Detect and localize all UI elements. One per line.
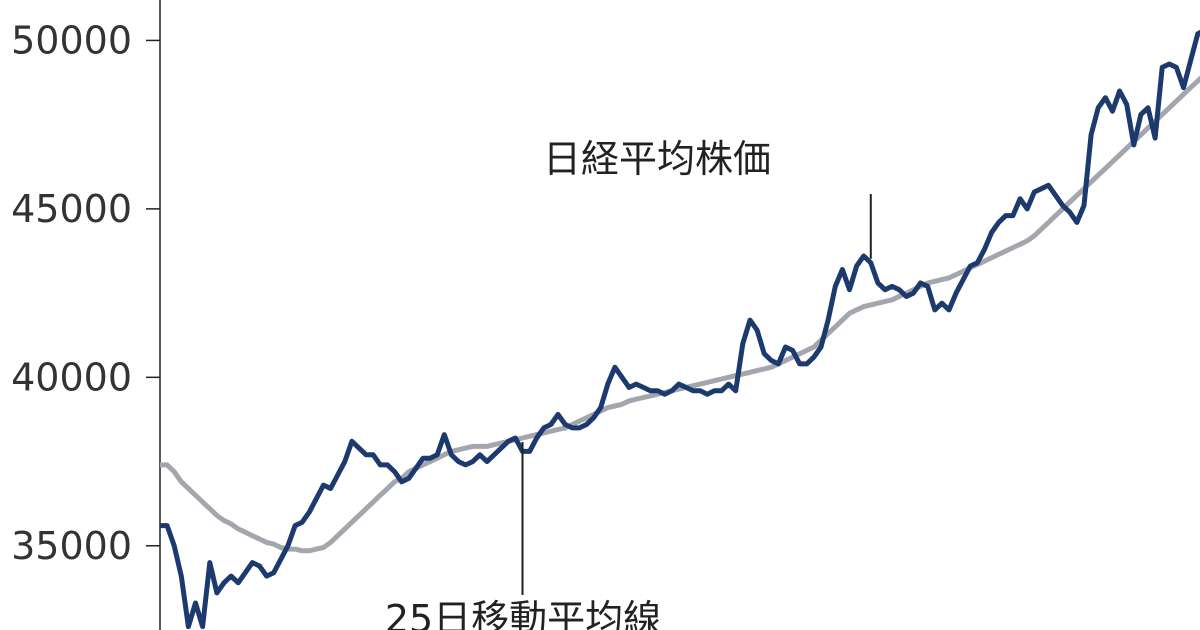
nikkei-price-line xyxy=(160,29,1200,630)
series-annotations: 日経平均株価 25日移動平均線 xyxy=(385,137,872,630)
y-tick-label: 40000 xyxy=(11,355,132,399)
moving-average-series xyxy=(160,75,1200,554)
moving-average-line xyxy=(160,75,1200,554)
y-tick-label: 45000 xyxy=(11,187,132,231)
price-series-label: 日経平均株価 xyxy=(543,137,771,181)
nikkei-price-series xyxy=(160,29,1200,630)
grid-lines xyxy=(146,0,161,630)
y-tick-label: 50000 xyxy=(11,18,132,62)
y-tick-label: 35000 xyxy=(11,524,132,568)
y-axis-tick-labels: 35000 40000 45000 50000 xyxy=(11,18,132,567)
ma-series-label: 25日移動平均線 xyxy=(385,597,661,630)
